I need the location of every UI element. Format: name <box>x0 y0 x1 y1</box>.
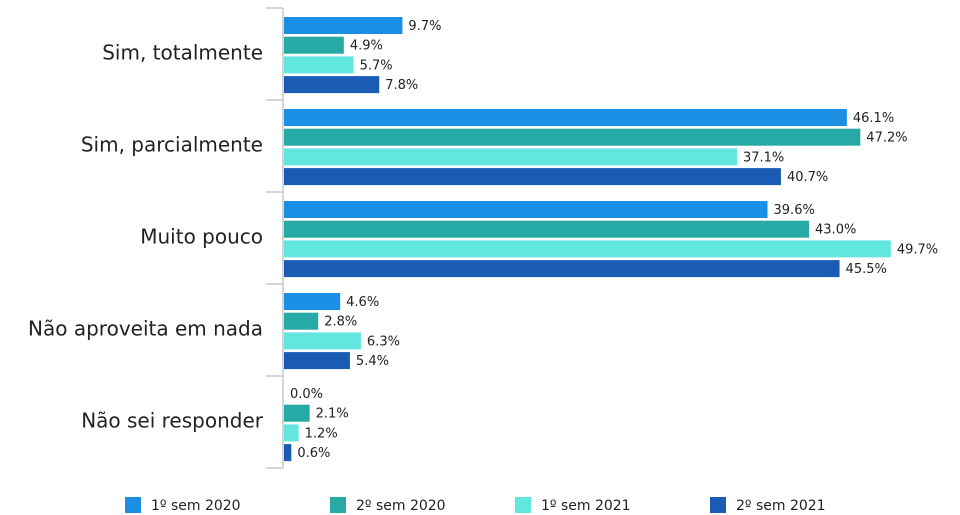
value-label: 2.8% <box>324 315 357 330</box>
value-label: 6.3% <box>367 334 400 349</box>
value-label: 45.5% <box>846 262 887 277</box>
bar <box>284 56 354 74</box>
value-label: 0.0% <box>290 387 323 402</box>
value-label: 49.7% <box>897 242 938 257</box>
value-label: 43.0% <box>815 223 856 238</box>
bar <box>284 148 737 166</box>
value-label: 4.9% <box>350 39 383 54</box>
bar <box>284 404 310 422</box>
bar <box>284 240 891 258</box>
value-label: 7.8% <box>385 78 418 93</box>
legend-swatch <box>710 497 726 513</box>
bar <box>284 260 840 278</box>
legend-swatch <box>125 497 141 513</box>
legend-label: 2º sem 2021 <box>736 498 826 514</box>
bar <box>284 17 403 34</box>
legend-label: 1º sem 2020 <box>151 498 241 514</box>
value-label: 46.1% <box>853 111 894 126</box>
value-label: 40.7% <box>787 170 828 185</box>
value-label: 9.7% <box>408 19 441 34</box>
legend-swatch <box>330 497 346 513</box>
value-label: 47.2% <box>866 131 907 146</box>
value-label: 0.6% <box>297 446 330 461</box>
value-label: 37.1% <box>743 150 784 165</box>
value-label: 4.6% <box>346 295 379 310</box>
bar <box>284 36 344 54</box>
category-label: Sim, parcialmente <box>81 133 263 157</box>
value-label: 39.6% <box>774 203 815 218</box>
category-label: Sim, totalmente <box>102 41 263 65</box>
bar <box>284 201 768 218</box>
bar <box>284 109 847 126</box>
bar <box>284 424 299 442</box>
legend-swatch <box>515 497 531 513</box>
category-label: Muito pouco <box>140 225 263 249</box>
bar <box>284 293 341 310</box>
value-label: 5.7% <box>360 58 393 73</box>
bar <box>284 332 361 350</box>
category-label: Não sei responder <box>81 409 264 433</box>
bar <box>284 444 292 462</box>
value-label: 2.1% <box>316 407 349 422</box>
value-label: 1.2% <box>305 426 338 441</box>
bar <box>284 312 319 330</box>
legend-label: 2º sem 2020 <box>356 498 446 514</box>
category-label: Não aproveita em nada <box>28 317 263 341</box>
bar <box>284 76 380 94</box>
value-label: 5.4% <box>356 354 389 369</box>
legend-label: 1º sem 2021 <box>541 498 631 514</box>
bar <box>284 352 350 370</box>
bar <box>284 220 810 238</box>
bar <box>284 168 781 186</box>
bar <box>284 128 861 146</box>
